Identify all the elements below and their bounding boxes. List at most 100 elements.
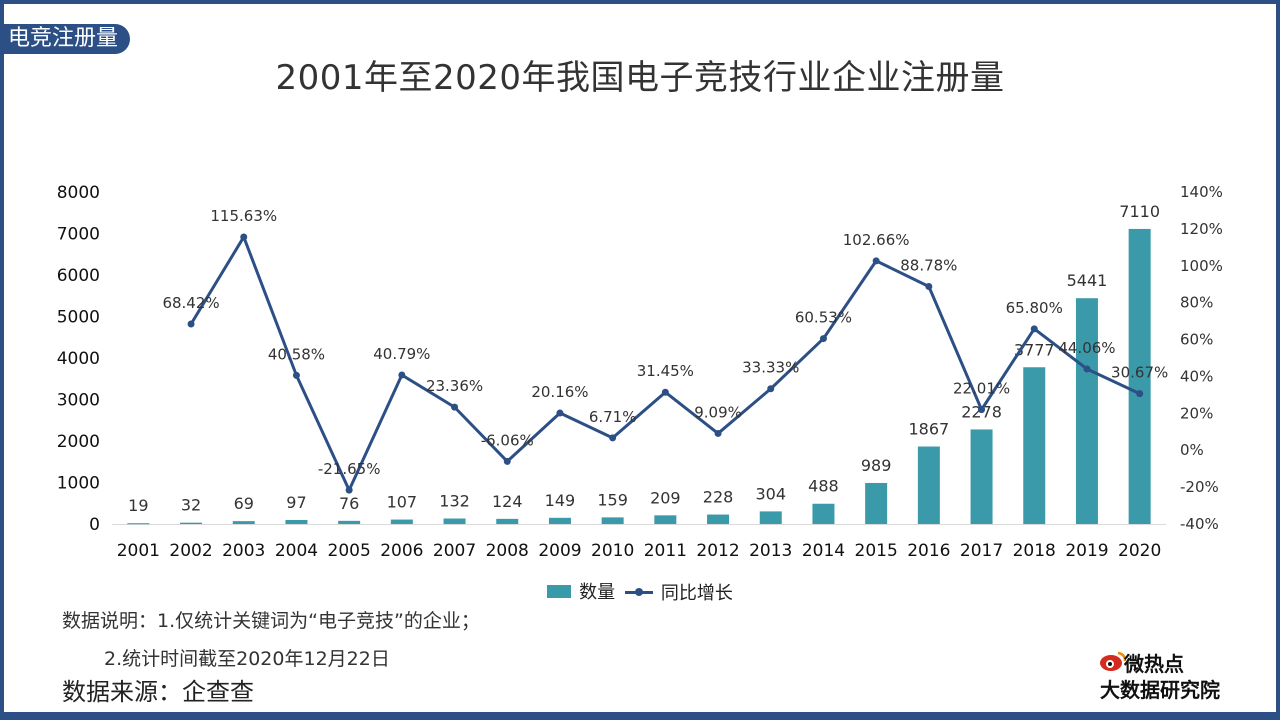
y-axis-left: 0 1000 2000 3000 4000 5000 6000 7000 8000 — [57, 183, 100, 535]
bar — [232, 521, 255, 524]
growth-point — [978, 406, 986, 414]
growth-value-label: 40.79% — [373, 345, 430, 363]
y-left-tick-label: 0 — [89, 515, 100, 535]
legend-item-line: 同比增长 — [624, 579, 733, 605]
bar — [865, 482, 888, 524]
bar — [496, 518, 519, 524]
growth-point — [925, 282, 933, 290]
growth-value-label: 102.66% — [843, 231, 910, 249]
legend-bar-swatch — [547, 584, 572, 598]
x-tick-label: 2007 — [433, 541, 476, 561]
legend-item-bar: 数量 — [547, 578, 615, 604]
y-left-tick-label: 6000 — [57, 266, 100, 286]
bar-value-label: 989 — [861, 456, 892, 475]
growth-point — [503, 457, 511, 465]
growth-point — [556, 409, 564, 417]
y-right-tick-label: 120% — [1180, 220, 1223, 238]
note-line-1: 数据说明：1.仅统计关键词为“电子竞技”的企业； — [62, 610, 480, 632]
y-right-tick-label: -40% — [1180, 515, 1219, 533]
growth-value-label: 30.67% — [1111, 364, 1168, 382]
bar — [285, 519, 308, 524]
growth-value-label: 33.33% — [742, 359, 799, 377]
x-tick-label: 2004 — [275, 541, 318, 561]
x-tick-label: 2012 — [696, 541, 739, 561]
y-right-tick-label: -20% — [1180, 478, 1219, 496]
x-tick-label: 2011 — [644, 541, 687, 561]
growth-point — [714, 429, 722, 437]
corner-tag: 电竞注册量 — [4, 24, 131, 54]
bar-value-label: 76 — [339, 494, 359, 513]
bar — [1023, 367, 1046, 524]
growth-value-label: 6.71% — [589, 408, 637, 426]
y-left-tick-label: 7000 — [57, 225, 100, 245]
x-axis: 2001 2002 2003 2004 2005 2006 2007 2008 2009 2010… — [112, 524, 1166, 561]
weiredian-logo: 微热点 大数据研究院 — [1096, 648, 1236, 702]
growth-value-label: 44.06% — [1058, 339, 1115, 357]
growth-point — [187, 320, 195, 328]
growth-point — [292, 371, 300, 379]
y-right-tick-label: 40% — [1180, 367, 1213, 385]
weibo-eye-icon — [1100, 651, 1127, 671]
growth-value-label: 23.36% — [426, 377, 483, 395]
growth-value-label: -21.65% — [318, 460, 381, 478]
x-tick-label: 2017 — [960, 541, 1003, 561]
growth-point — [767, 385, 775, 393]
logo-top-text: 微热点 — [1124, 652, 1184, 676]
growth-value-label: 115.63% — [210, 207, 277, 225]
bar — [917, 446, 940, 524]
logo-bottom-text: 大数据研究院 — [1100, 678, 1220, 702]
bar-value-label: 7110 — [1119, 202, 1160, 221]
growth-point — [451, 403, 459, 411]
bar-value-label: 149 — [545, 491, 576, 510]
y-left-tick-label: 8000 — [57, 183, 100, 203]
bar-value-label: 1867 — [908, 420, 949, 439]
line-labels: 68.42% 115.63% 40.58% -21.65% 40.79% 23.36% -6… — [162, 207, 1168, 478]
chart-title: 2001年至2020年我国电子竞技行业企业注册量 — [275, 58, 1005, 98]
bar-series — [127, 228, 1151, 525]
bar-value-label: 488 — [808, 477, 839, 496]
bar-value-label: 5441 — [1067, 271, 1108, 290]
growth-point — [345, 486, 353, 494]
x-tick-label: 2010 — [591, 541, 634, 561]
growth-value-label: 68.42% — [162, 294, 219, 312]
growth-point — [661, 388, 669, 396]
bar-value-label: 159 — [597, 490, 628, 509]
x-tick-label: 2002 — [169, 541, 212, 561]
bar — [812, 503, 835, 524]
bar — [548, 517, 571, 524]
bar — [338, 520, 361, 524]
y-left-tick-label: 1000 — [57, 474, 100, 494]
growth-value-label: 88.78% — [900, 256, 957, 274]
line-series — [187, 233, 1144, 494]
x-tick-label: 2013 — [749, 541, 792, 561]
y-left-tick-label: 3000 — [57, 391, 100, 411]
x-tick-label: 2014 — [802, 541, 845, 561]
growth-point — [872, 257, 880, 265]
growth-point — [1136, 390, 1144, 398]
growth-value-label: 60.53% — [795, 309, 852, 327]
growth-point — [819, 335, 827, 343]
bar-value-label: 132 — [439, 492, 470, 511]
x-tick-label: 2001 — [117, 541, 160, 561]
bar — [127, 523, 150, 525]
y-axis-right: -40% -20% 0% 20% 40% 60% 80% 100% 120% 140% — [1180, 183, 1223, 533]
legend-line-label: 同比增长 — [660, 582, 733, 604]
bar — [707, 514, 730, 524]
bar-value-label: 97 — [286, 493, 306, 512]
bar — [601, 517, 624, 524]
x-tick-label: 2008 — [486, 541, 529, 561]
bar-value-label: 107 — [387, 493, 418, 512]
x-tick-label: 2015 — [855, 541, 898, 561]
bar — [180, 522, 203, 524]
x-tick-label: 2005 — [328, 541, 371, 561]
growth-point — [1030, 325, 1038, 333]
bar-value-label: 124 — [492, 492, 523, 511]
bar-value-label: 228 — [703, 488, 734, 507]
bar-value-label: 32 — [181, 496, 201, 515]
growth-value-label: 40.58% — [268, 345, 325, 363]
y-left-tick-label: 2000 — [57, 432, 100, 452]
y-left-tick-label: 4000 — [57, 349, 100, 369]
bar-value-label: 19 — [128, 496, 148, 515]
x-tick-label: 2019 — [1065, 541, 1108, 561]
